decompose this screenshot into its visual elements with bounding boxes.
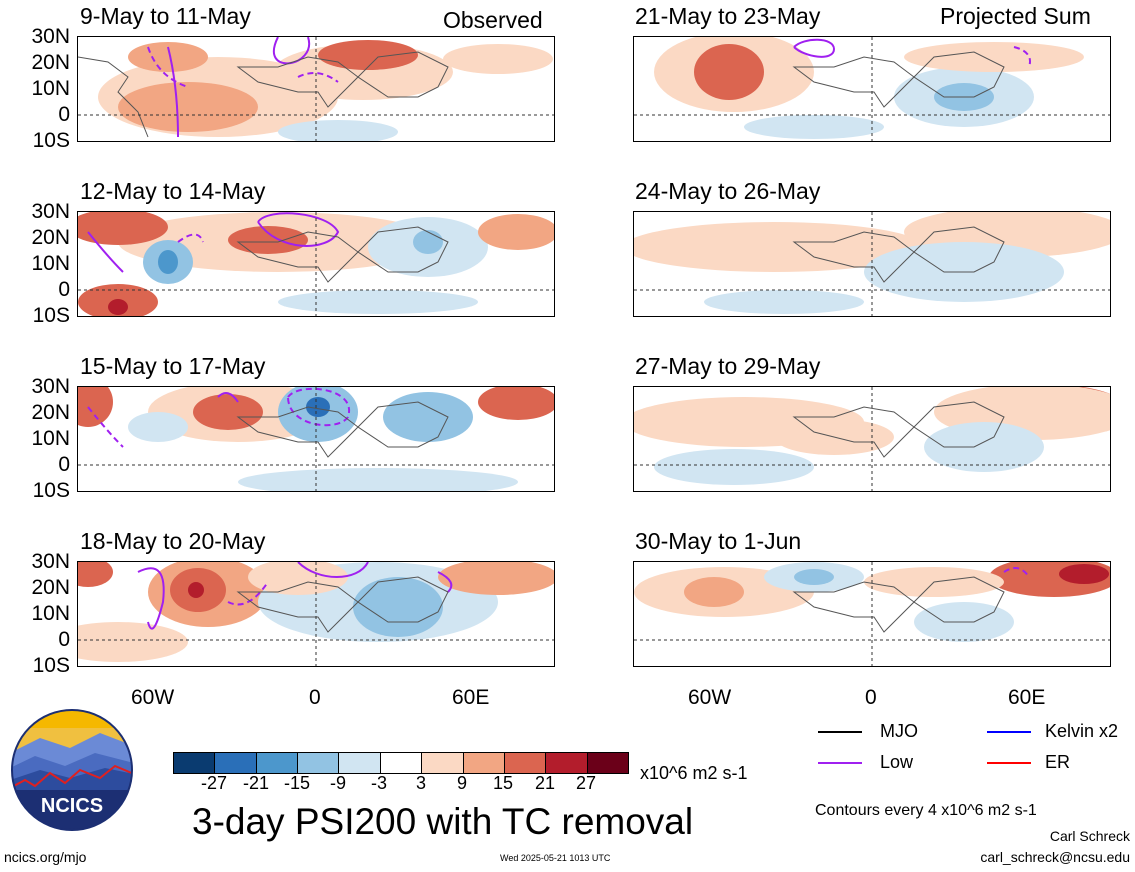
- lat-label: 30N: [31, 375, 70, 398]
- colorbar-tick: -21: [242, 773, 270, 793]
- lat-label: 10S: [32, 304, 70, 327]
- colorbar-swatch: [463, 753, 505, 773]
- lat-label: 10S: [32, 479, 70, 502]
- colorbar-units: x10^6 m2 s-1: [640, 763, 748, 783]
- colorbar-swatch: [215, 753, 257, 773]
- lat-label: 30N: [31, 550, 70, 573]
- map-panel: [77, 561, 555, 667]
- lon-label: 60W: [131, 686, 175, 709]
- lat-label: 0: [58, 278, 70, 301]
- map-panel: [633, 561, 1111, 667]
- lat-label: 10N: [31, 77, 70, 100]
- ncics-logo: NCICS: [10, 708, 134, 832]
- colorbar-swatch: [298, 753, 340, 773]
- author-name: Carl Schreck: [1049, 828, 1130, 844]
- lat-label: 10N: [31, 252, 70, 275]
- panel-title: 27-May to 29-May: [635, 353, 821, 379]
- colorbar-swatch: [339, 753, 381, 773]
- lat-label: 10N: [31, 427, 70, 450]
- map-panel: [633, 386, 1111, 492]
- panel-title: 15-May to 17-May: [80, 353, 266, 379]
- observed-label: Observed: [443, 7, 543, 33]
- panel-title: 18-May to 20-May: [80, 528, 266, 554]
- colorbar: [173, 752, 629, 774]
- lon-label: 60E: [452, 686, 490, 709]
- lat-label: 30N: [31, 25, 70, 48]
- colorbar-tick: -27: [200, 773, 228, 793]
- low-legend-label: Low: [880, 752, 914, 772]
- lat-label: 0: [58, 453, 70, 476]
- colorbar-tick: 21: [534, 773, 556, 793]
- contours-note: Contours every 4 x10^6 m2 s-1: [815, 802, 1037, 819]
- site-link[interactable]: ncics.org/mjo: [4, 849, 87, 865]
- panel-title: 24-May to 26-May: [635, 178, 821, 204]
- lat-label: 20N: [31, 51, 70, 74]
- colorbar-swatch: [504, 753, 547, 773]
- panel-title: 12-May to 14-May: [80, 178, 266, 204]
- map-panel: [633, 211, 1111, 317]
- er-legend-label: ER: [1045, 752, 1071, 772]
- colorbar-tick: -3: [370, 773, 388, 793]
- map-panel: [77, 386, 555, 492]
- map-panel: [633, 36, 1111, 142]
- colorbar-swatch: [587, 753, 628, 773]
- lon-label: 60W: [688, 686, 732, 709]
- lat-label: 0: [58, 103, 70, 126]
- main-title: 3-day PSI200 with TC removal: [192, 801, 694, 842]
- colorbar-swatch: [546, 753, 588, 773]
- lat-label: 20N: [31, 226, 70, 249]
- colorbar-swatch: [422, 753, 464, 773]
- kelvin-legend-label: Kelvin x2: [1045, 721, 1119, 741]
- colorbar-swatch: [380, 753, 423, 773]
- panel-title: 30-May to 1-Jun: [635, 528, 802, 554]
- projected-sum-label: Projected Sum: [940, 3, 1091, 29]
- map-panel: [77, 36, 555, 142]
- colorbar-tick: 15: [492, 773, 514, 793]
- panel-title: 21-May to 23-May: [635, 3, 821, 29]
- map-panel: [77, 211, 555, 317]
- lat-label: 0: [58, 628, 70, 651]
- colorbar-tick: -15: [283, 773, 311, 793]
- panel-title: 9-May to 11-May: [80, 3, 251, 29]
- kelvin-legend-line: [987, 731, 1031, 733]
- colorbar-swatch: [256, 753, 299, 773]
- lon-label: 0: [865, 686, 877, 709]
- logo-text: NCICS: [41, 795, 103, 817]
- mjo-legend-line: [818, 731, 862, 733]
- mjo-legend-label: MJO: [880, 721, 918, 741]
- author-email: carl_schreck@ncsu.edu: [980, 849, 1130, 865]
- lat-label: 10S: [32, 129, 70, 152]
- lat-label: 20N: [31, 576, 70, 599]
- er-legend-line: [987, 762, 1031, 764]
- lat-label: 10N: [31, 602, 70, 625]
- timestamp: Wed 2025-05-21 1013 UTC: [500, 853, 611, 863]
- colorbar-tick: 3: [415, 773, 427, 793]
- colorbar-tick: 27: [575, 773, 597, 793]
- low-legend-line: [818, 762, 862, 764]
- lat-label: 20N: [31, 401, 70, 424]
- colorbar-tick: 9: [456, 773, 468, 793]
- lon-label: 0: [309, 686, 321, 709]
- colorbar-swatch: [174, 753, 216, 773]
- lat-label: 10S: [32, 654, 70, 677]
- colorbar-tick: -9: [329, 773, 347, 793]
- lon-label: 60E: [1008, 686, 1046, 709]
- lat-label: 30N: [31, 200, 70, 223]
